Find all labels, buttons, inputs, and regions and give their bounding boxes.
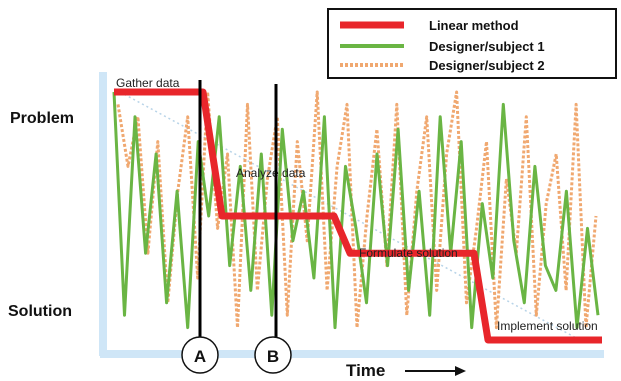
x-axis-label-time: Time bbox=[346, 361, 385, 380]
marker-a-circle bbox=[181, 336, 219, 374]
legend-label-subject2: Designer/subject 2 bbox=[429, 58, 545, 73]
linear-method-line bbox=[114, 88, 602, 344]
phase-label-gather: Gather data bbox=[116, 76, 180, 90]
marker-a: A bbox=[181, 80, 219, 374]
y-label-solution: Solution bbox=[8, 303, 72, 320]
y-label-problem: Problem bbox=[10, 110, 74, 127]
marker-b-label: B bbox=[267, 347, 279, 366]
legend: Linear method Designer/subject 1 Designe… bbox=[327, 8, 617, 79]
marker-b-circle bbox=[254, 336, 292, 374]
linear-series bbox=[114, 88, 602, 344]
subject2-line bbox=[116, 90, 598, 330]
legend-label-subject1: Designer/subject 1 bbox=[429, 39, 545, 54]
marker-a-label: A bbox=[194, 347, 206, 366]
subject1-series bbox=[112, 91, 600, 330]
subject1-line bbox=[112, 91, 600, 330]
phase-label-analyze: Analyze data bbox=[236, 166, 306, 180]
phase-label-implement: Implement solution bbox=[497, 319, 598, 333]
subject2-series bbox=[116, 90, 598, 330]
time-arrow-icon bbox=[405, 366, 466, 376]
marker-b: B bbox=[254, 84, 292, 374]
trend-guide-line bbox=[119, 91, 581, 341]
legend-label-linear: Linear method bbox=[429, 18, 519, 33]
phase-label-formulate: Formulate solution bbox=[359, 246, 458, 260]
